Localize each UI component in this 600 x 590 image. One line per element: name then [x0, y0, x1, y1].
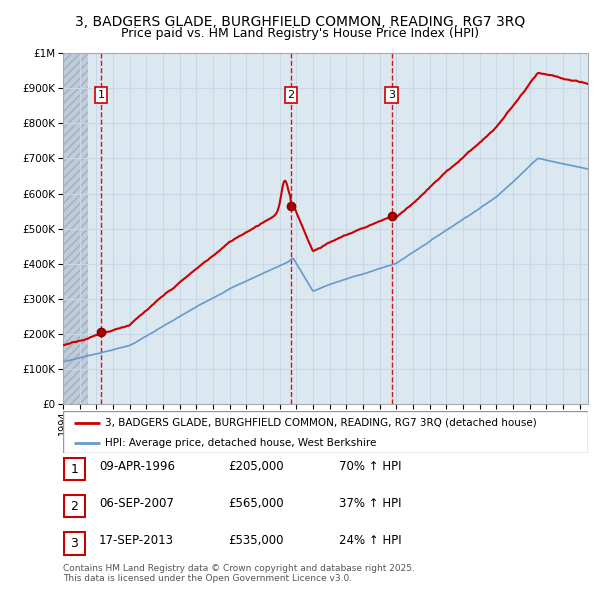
Text: 3: 3 — [388, 90, 395, 100]
Bar — [63, 53, 88, 404]
Text: 70% ↑ HPI: 70% ↑ HPI — [339, 460, 401, 473]
FancyBboxPatch shape — [64, 495, 85, 517]
Text: £205,000: £205,000 — [228, 460, 284, 473]
Text: 17-SEP-2013: 17-SEP-2013 — [99, 534, 174, 547]
Text: 06-SEP-2007: 06-SEP-2007 — [99, 497, 174, 510]
Text: 37% ↑ HPI: 37% ↑ HPI — [339, 497, 401, 510]
Text: 1: 1 — [97, 90, 104, 100]
Text: 3, BADGERS GLADE, BURGHFIELD COMMON, READING, RG7 3RQ: 3, BADGERS GLADE, BURGHFIELD COMMON, REA… — [75, 15, 525, 29]
Text: 3: 3 — [70, 537, 79, 550]
Text: 2: 2 — [70, 500, 79, 513]
Text: 24% ↑ HPI: 24% ↑ HPI — [339, 534, 401, 547]
Text: HPI: Average price, detached house, West Berkshire: HPI: Average price, detached house, West… — [105, 438, 376, 447]
FancyBboxPatch shape — [64, 532, 85, 555]
Text: £565,000: £565,000 — [228, 497, 284, 510]
Text: 09-APR-1996: 09-APR-1996 — [99, 460, 175, 473]
Text: Price paid vs. HM Land Registry's House Price Index (HPI): Price paid vs. HM Land Registry's House … — [121, 27, 479, 40]
Bar — [63, 53, 88, 404]
Text: 2: 2 — [287, 90, 295, 100]
Text: 3, BADGERS GLADE, BURGHFIELD COMMON, READING, RG7 3RQ (detached house): 3, BADGERS GLADE, BURGHFIELD COMMON, REA… — [105, 418, 537, 428]
FancyBboxPatch shape — [63, 411, 588, 453]
Text: £535,000: £535,000 — [228, 534, 284, 547]
Text: Contains HM Land Registry data © Crown copyright and database right 2025.
This d: Contains HM Land Registry data © Crown c… — [63, 563, 415, 583]
Text: 1: 1 — [70, 463, 79, 476]
FancyBboxPatch shape — [64, 458, 85, 480]
